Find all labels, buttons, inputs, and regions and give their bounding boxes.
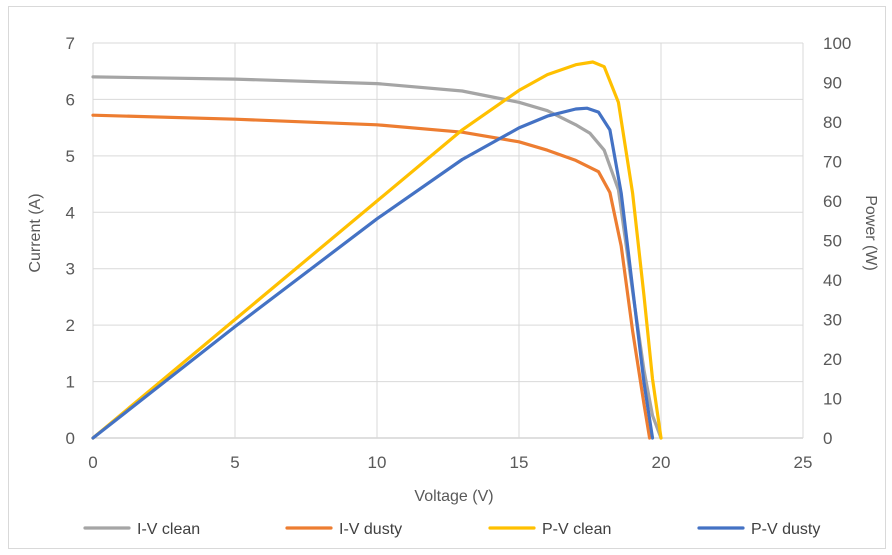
y-tick-label-7: 7 bbox=[66, 34, 75, 53]
y2-tick-label-6: 60 bbox=[823, 192, 842, 211]
legend-label-i-v-clean: I-V clean bbox=[137, 521, 200, 538]
x-tick-label-5: 25 bbox=[794, 453, 813, 472]
y-tick-label-2: 2 bbox=[66, 316, 75, 335]
y-axis-title: Current (A) bbox=[27, 193, 44, 272]
legend: I-V clean I-V dusty P-V clean P-V dusty bbox=[83, 521, 820, 538]
series-line-p-v-dusty bbox=[91, 106, 655, 440]
y2-tick-label-8: 80 bbox=[823, 113, 842, 132]
series-layer bbox=[91, 60, 663, 440]
y-tick-label-5: 5 bbox=[66, 147, 75, 166]
y2-tick-label-2: 20 bbox=[823, 350, 842, 369]
legend-label-p-v-dusty: P-V dusty bbox=[751, 521, 820, 538]
y2-tick-label-9: 90 bbox=[823, 74, 842, 93]
legend-label-p-v-clean: P-V clean bbox=[542, 521, 611, 538]
x-tick-label-2: 10 bbox=[368, 453, 387, 472]
series-line-p-v-clean bbox=[91, 60, 663, 440]
x-tick-label-0: 0 bbox=[88, 453, 97, 472]
y-tick-label-6: 6 bbox=[66, 90, 75, 109]
y-tick-label-4: 4 bbox=[66, 203, 75, 222]
y2-tick-label-3: 30 bbox=[823, 311, 842, 330]
x-tick-label-4: 20 bbox=[652, 453, 671, 472]
y2-tick-label-5: 50 bbox=[823, 232, 842, 251]
x-tick-label-3: 15 bbox=[510, 453, 529, 472]
grid-layer bbox=[92, 42, 804, 439]
y2-tick-label-0: 0 bbox=[823, 429, 832, 448]
y2-tick-label-7: 70 bbox=[823, 153, 842, 172]
y2-tick-label-1: 10 bbox=[823, 390, 842, 409]
y2-axis-title: Power (W) bbox=[862, 195, 879, 271]
y2-tick-label-10: 100 bbox=[823, 34, 851, 53]
y-tick-label-0: 0 bbox=[66, 429, 75, 448]
chart-frame: 0 1 2 3 4 5 6 7 0 5 10 15 20 25 0 10 20 30 40 50 60 70 80 90 100… bbox=[8, 6, 886, 549]
y2-tick-label-4: 40 bbox=[823, 271, 842, 290]
y-tick-label-3: 3 bbox=[66, 260, 75, 279]
x-axis-title: Voltage (V) bbox=[414, 488, 493, 505]
legend-label-i-v-dusty: I-V dusty bbox=[339, 521, 402, 538]
y-tick-label-1: 1 bbox=[66, 373, 75, 392]
series-line-i-v-dusty bbox=[91, 113, 652, 440]
x-tick-label-1: 5 bbox=[230, 453, 239, 472]
